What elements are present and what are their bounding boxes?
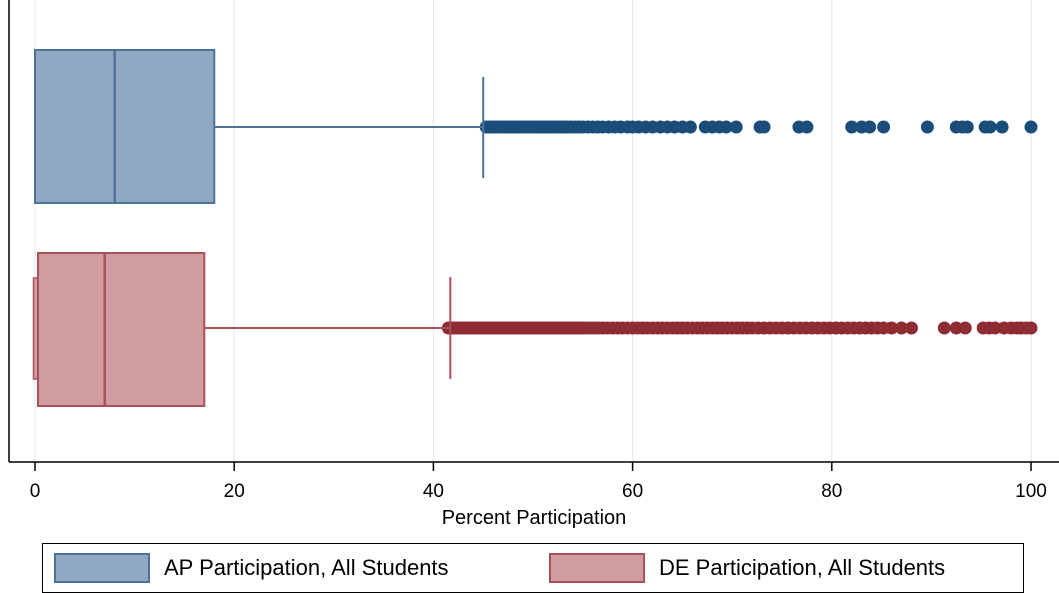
- box-de: [32, 252, 1038, 407]
- outlier-point: [904, 321, 918, 335]
- outlier-point: [845, 120, 859, 134]
- legend-label-ap: AP Participation, All Students: [164, 555, 449, 580]
- x-tick-label: 100: [1015, 481, 1047, 502]
- outlier-point: [949, 321, 963, 335]
- outlier-point: [958, 321, 972, 335]
- legend-swatch-ap: [54, 553, 150, 583]
- outlier-point: [920, 120, 934, 134]
- legend: AP Participation, All Students DE Partic…: [42, 543, 1024, 593]
- outlier-point: [719, 120, 733, 134]
- iqr-box: [34, 49, 216, 204]
- box-series: [32, 49, 1038, 407]
- legend-swatch-de: [549, 553, 645, 583]
- box-plot: 0 20 40 60 80 100 Percent Participation: [8, 0, 1059, 529]
- outlier-point: [995, 120, 1009, 134]
- outlier-point: [877, 120, 891, 134]
- outlier-point: [885, 321, 899, 335]
- outlier-point: [863, 120, 877, 134]
- box-ap: [34, 49, 1038, 204]
- x-axis-title: Percent Participation: [442, 507, 627, 529]
- iqr-box: [36, 252, 206, 407]
- x-tick-label: 80: [821, 481, 842, 502]
- gridlines: [34, 0, 1032, 462]
- x-tick-label: 20: [224, 481, 245, 502]
- outlier-point: [937, 321, 951, 335]
- outlier-point: [683, 120, 697, 134]
- outlier-point: [983, 120, 997, 134]
- outlier-point: [960, 120, 974, 134]
- x-tick-label: 60: [622, 481, 643, 502]
- x-tick-label: 0: [30, 481, 41, 502]
- legend-item-ap: AP Participation, All Students: [54, 553, 449, 583]
- x-ticks: 0 20 40 60 80 100: [30, 462, 1047, 502]
- legend-item-de: DE Participation, All Students: [549, 553, 945, 583]
- x-tick-label: 40: [423, 481, 444, 502]
- axes: [8, 0, 1059, 463]
- outlier-point: [895, 321, 909, 335]
- outlier-point: [757, 120, 771, 134]
- outlier-point: [1024, 321, 1038, 335]
- outlier-point: [988, 321, 1002, 335]
- outlier-point: [729, 120, 743, 134]
- outlier-point: [1024, 120, 1038, 134]
- legend-label-de: DE Participation, All Students: [659, 555, 946, 580]
- outlier-point: [800, 120, 814, 134]
